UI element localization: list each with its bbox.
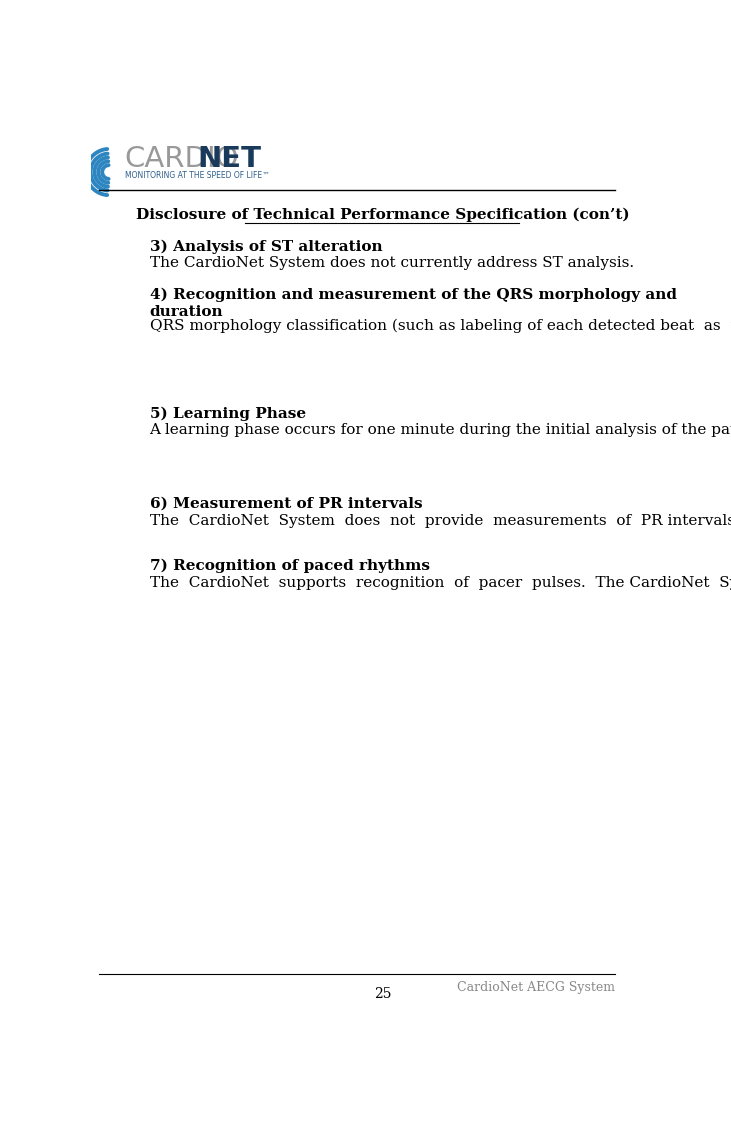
Text: 25: 25 (374, 987, 391, 1001)
Text: MONITORING AT THE SPEED OF LIFE™: MONITORING AT THE SPEED OF LIFE™ (125, 171, 270, 180)
Text: 3) Analysis of ST alteration: 3) Analysis of ST alteration (150, 240, 382, 255)
Text: The  CardioNet  supports  recognition  of  pacer  pulses.  The CardioNet  System: The CardioNet supports recognition of pa… (150, 575, 731, 590)
Text: 5) Learning Phase: 5) Learning Phase (150, 406, 306, 421)
Text: CardioNet AECG System: CardioNet AECG System (458, 980, 616, 994)
Text: Disclosure of Technical Performance Specification (con’t): Disclosure of Technical Performance Spec… (135, 207, 629, 222)
Text: The  CardioNet  System  does  not  provide  measurements  of  PR intervals.: The CardioNet System does not provide me… (150, 514, 731, 528)
Text: CARDIO: CARDIO (125, 145, 239, 173)
Text: 7) Recognition of paced rhythms: 7) Recognition of paced rhythms (150, 559, 430, 573)
Text: The CardioNet System does not currently address ST analysis.: The CardioNet System does not currently … (150, 256, 634, 271)
Text: NET: NET (197, 145, 261, 173)
Text: 4) Recognition and measurement of the QRS morphology and
duration: 4) Recognition and measurement of the QR… (150, 288, 676, 319)
Text: QRS morphology classification (such as labeling of each detected beat  as  norma: QRS morphology classification (such as l… (150, 318, 731, 333)
Text: A learning phase occurs for one minute during the initial analysis of the patien: A learning phase occurs for one minute d… (150, 423, 731, 437)
Text: 6) Measurement of PR intervals: 6) Measurement of PR intervals (150, 497, 422, 511)
